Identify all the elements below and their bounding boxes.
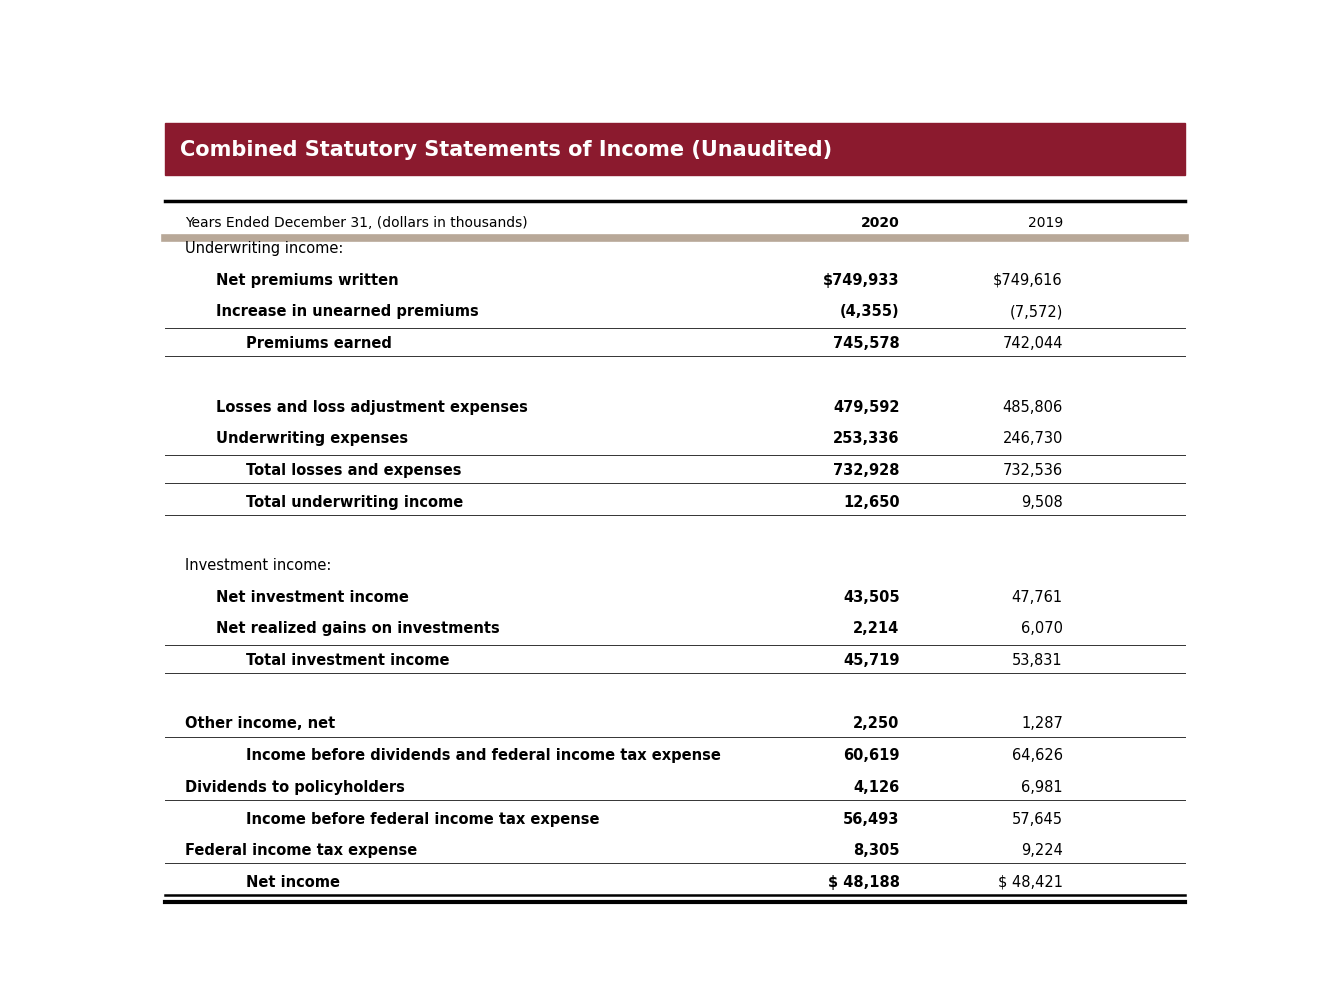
- Text: 64,626: 64,626: [1011, 747, 1063, 762]
- Text: $749,616: $749,616: [993, 273, 1063, 288]
- Text: 60,619: 60,619: [843, 747, 900, 762]
- Text: Investment income:: Investment income:: [184, 558, 332, 573]
- Text: Net investment income: Net investment income: [216, 589, 408, 604]
- Text: 2019: 2019: [1027, 216, 1063, 230]
- Text: 12,650: 12,650: [843, 494, 900, 510]
- Text: 732,928: 732,928: [834, 462, 900, 477]
- Text: 745,578: 745,578: [832, 336, 900, 351]
- Text: Total underwriting income: Total underwriting income: [246, 494, 464, 510]
- Text: 2020: 2020: [861, 216, 900, 230]
- Text: 4,126: 4,126: [853, 779, 900, 794]
- Text: Income before dividends and federal income tax expense: Income before dividends and federal inco…: [246, 747, 722, 762]
- Text: Federal income tax expense: Federal income tax expense: [184, 843, 417, 858]
- Text: 9,224: 9,224: [1021, 843, 1063, 858]
- Text: 8,305: 8,305: [853, 843, 900, 858]
- Text: Total investment income: Total investment income: [246, 652, 450, 667]
- Text: Underwriting income:: Underwriting income:: [184, 241, 344, 256]
- Text: Combined Statutory Statements of Income (Unaudited): Combined Statutory Statements of Income …: [180, 139, 832, 159]
- Text: Losses and loss adjustment expenses: Losses and loss adjustment expenses: [216, 399, 528, 414]
- Text: Net income: Net income: [246, 874, 340, 889]
- Text: 2,250: 2,250: [853, 716, 900, 731]
- Text: 479,592: 479,592: [834, 399, 900, 414]
- Text: Underwriting expenses: Underwriting expenses: [216, 431, 408, 445]
- Text: 43,505: 43,505: [843, 589, 900, 604]
- Text: 56,493: 56,493: [843, 810, 900, 825]
- Text: Other income, net: Other income, net: [184, 716, 336, 731]
- Text: 485,806: 485,806: [1002, 399, 1063, 414]
- Text: Premiums earned: Premiums earned: [246, 336, 392, 351]
- Text: Net premiums written: Net premiums written: [216, 273, 398, 288]
- Text: 6,981: 6,981: [1021, 779, 1063, 794]
- Text: Net realized gains on investments: Net realized gains on investments: [216, 621, 499, 636]
- Text: 47,761: 47,761: [1011, 589, 1063, 604]
- Text: $ 48,421: $ 48,421: [998, 874, 1063, 889]
- Text: 53,831: 53,831: [1013, 652, 1063, 667]
- Text: (7,572): (7,572): [1009, 304, 1063, 319]
- Text: 1,287: 1,287: [1021, 716, 1063, 731]
- Text: Increase in unearned premiums: Increase in unearned premiums: [216, 304, 478, 319]
- Text: (4,355): (4,355): [840, 304, 900, 319]
- Bar: [165, 123, 1185, 176]
- Text: 2,214: 2,214: [853, 621, 900, 636]
- Text: Income before federal income tax expense: Income before federal income tax expense: [246, 810, 599, 825]
- Text: 9,508: 9,508: [1021, 494, 1063, 510]
- Text: 45,719: 45,719: [843, 652, 900, 667]
- Text: 742,044: 742,044: [1002, 336, 1063, 351]
- Text: 6,070: 6,070: [1021, 621, 1063, 636]
- Text: 732,536: 732,536: [1002, 462, 1063, 477]
- Text: Dividends to policyholders: Dividends to policyholders: [184, 779, 404, 794]
- Text: Total losses and expenses: Total losses and expenses: [246, 462, 462, 477]
- Text: 57,645: 57,645: [1011, 810, 1063, 825]
- Text: 246,730: 246,730: [1002, 431, 1063, 445]
- Text: Years Ended December 31, (dollars in thousands): Years Ended December 31, (dollars in tho…: [184, 216, 528, 230]
- Text: $749,933: $749,933: [823, 273, 900, 288]
- Text: 253,336: 253,336: [834, 431, 900, 445]
- Text: $ 48,188: $ 48,188: [827, 874, 900, 889]
